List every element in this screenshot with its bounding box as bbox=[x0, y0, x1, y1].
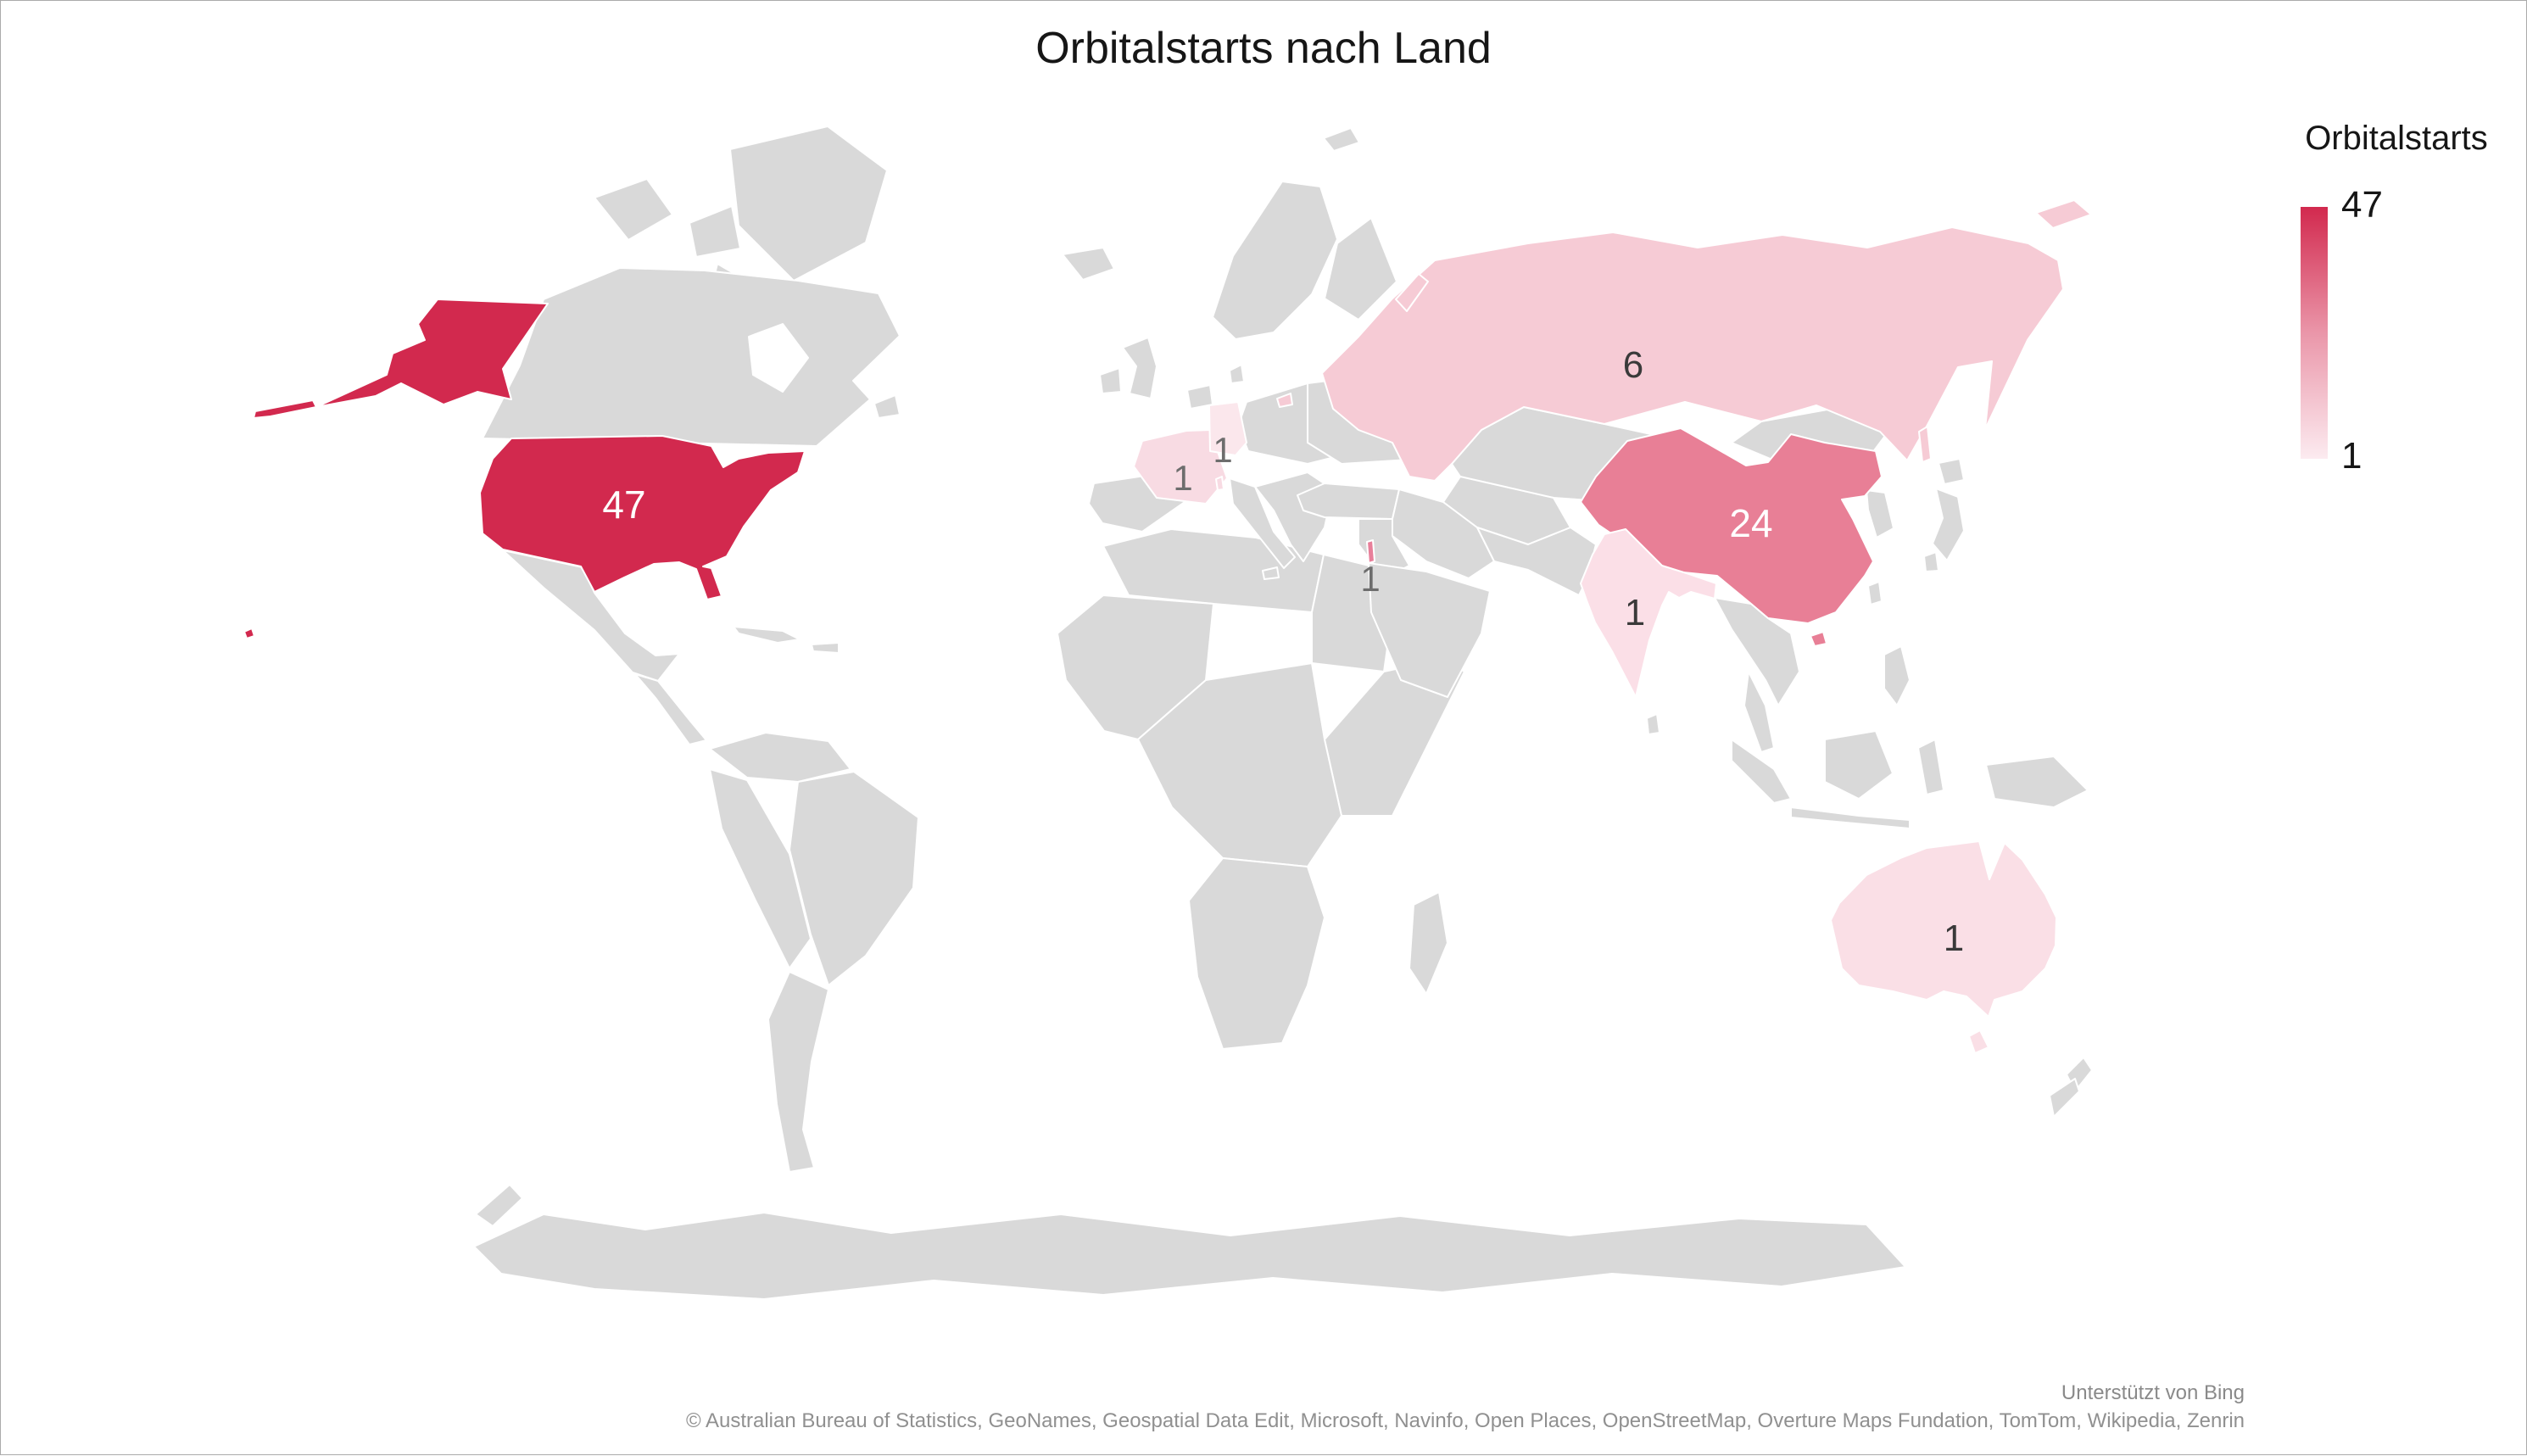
country-germany[interactable] bbox=[1208, 401, 1247, 456]
landmass-argentina-chile bbox=[767, 971, 829, 1173]
landmass-iceland bbox=[1062, 247, 1115, 281]
country-israel[interactable] bbox=[1366, 539, 1375, 564]
landmass-arabian-peninsula bbox=[1368, 562, 1491, 698]
label-israel: 1 bbox=[1360, 559, 1380, 599]
country-russia-sakhalin[interactable] bbox=[1918, 426, 1932, 463]
country-russia-kaliningrad[interactable] bbox=[1276, 393, 1293, 408]
landmass-southern-africa bbox=[1188, 857, 1325, 1050]
landmass-taiwan bbox=[1867, 581, 1883, 605]
landmass-finland bbox=[1324, 217, 1397, 321]
landmass-madagascar bbox=[1409, 891, 1448, 995]
water-overlay bbox=[748, 323, 809, 393]
landmass-philippines bbox=[1883, 645, 1911, 706]
landmass-sumatra bbox=[1731, 739, 1792, 804]
landmass-iraq-syria bbox=[1358, 518, 1410, 579]
country-russia[interactable] bbox=[1321, 226, 2064, 482]
landmass-java bbox=[1790, 806, 1911, 829]
label-russia: 6 bbox=[1623, 344, 1643, 386]
landmass-sri-lanka bbox=[1646, 713, 1660, 735]
label-france: 1 bbox=[1173, 458, 1192, 498]
landmass-sicily bbox=[1262, 566, 1280, 580]
country-value-labels: 47 24 6 1 1 1 1 1 bbox=[602, 344, 1964, 959]
landmass-south-america-west bbox=[709, 768, 812, 969]
landmass-new-guinea bbox=[1985, 756, 2089, 808]
landmass-sulawesi bbox=[1917, 739, 1944, 795]
landmass-newfoundland bbox=[873, 394, 901, 419]
country-usa-aleutians[interactable] bbox=[253, 399, 317, 419]
legend: Orbitalstarts 47 1 bbox=[2282, 120, 2511, 501]
legend-gradient-bar bbox=[2301, 207, 2328, 459]
landmass-brazil bbox=[789, 771, 919, 986]
label-usa: 47 bbox=[602, 483, 645, 527]
landmass-italy bbox=[1229, 477, 1296, 569]
landmass-greenland bbox=[729, 126, 888, 282]
landmass-scandinavia bbox=[1212, 181, 1338, 340]
landmass-antarctica bbox=[473, 1212, 1906, 1300]
legend-max-value: 47 bbox=[2341, 184, 2383, 226]
landmass-malay-peninsula bbox=[1743, 671, 1775, 753]
landmass-svalbard bbox=[1323, 127, 1360, 152]
label-india: 1 bbox=[1625, 592, 1645, 633]
landmass-afghanistan-pakistan bbox=[1476, 527, 1597, 596]
legend-title: Orbitalstarts bbox=[2305, 120, 2488, 157]
landmass-japan-kyushu bbox=[1923, 551, 1939, 572]
landmass-canada bbox=[482, 267, 901, 447]
landmass-antarctic-peninsula bbox=[475, 1184, 523, 1227]
landmass-japan-honshu bbox=[1932, 488, 1965, 561]
base-land-layer bbox=[473, 126, 2093, 1300]
label-china: 24 bbox=[1729, 501, 1772, 545]
country-france-corsica[interactable] bbox=[1215, 476, 1224, 491]
country-usa-mainland[interactable] bbox=[479, 435, 806, 600]
label-australia: 1 bbox=[1944, 918, 1964, 959]
highlighted-countries bbox=[243, 199, 2092, 1054]
landmass-korea bbox=[1866, 489, 1894, 538]
landmass-central-africa bbox=[1137, 662, 1342, 867]
landmass-turkey bbox=[1297, 483, 1400, 520]
landmass-central-america bbox=[634, 673, 707, 745]
hudson-bay bbox=[748, 323, 809, 393]
landmass-cuba bbox=[733, 626, 800, 644]
country-australia[interactable] bbox=[1830, 840, 2057, 1018]
landmass-new-zealand-south bbox=[2049, 1078, 2080, 1118]
landmass-borneo bbox=[1824, 730, 1894, 800]
country-russia-novaya-zemlya[interactable] bbox=[1395, 273, 1429, 312]
country-usa-hawaii[interactable] bbox=[243, 628, 255, 639]
country-china[interactable] bbox=[1580, 427, 1883, 624]
landmass-arctic-island-1 bbox=[594, 178, 673, 241]
country-russia-chukotka[interactable] bbox=[2035, 199, 2092, 229]
legend-min-value: 1 bbox=[2341, 435, 2362, 477]
country-australia-tasmania[interactable] bbox=[1968, 1029, 1989, 1054]
landmass-united-kingdom bbox=[1122, 337, 1158, 399]
country-china-hainan[interactable] bbox=[1810, 631, 1827, 647]
bing-credit: Unterstützt von Bing bbox=[2061, 1381, 2245, 1404]
landmass-south-america-north bbox=[709, 732, 851, 783]
chart-title: Orbitalstarts nach Land bbox=[1035, 24, 1492, 73]
copyright-attribution: © Australian Bureau of Statistics, GeoNa… bbox=[685, 1409, 2245, 1432]
landmass-hispaniola bbox=[811, 642, 840, 654]
country-india[interactable] bbox=[1580, 528, 1717, 698]
map-attribution: Unterstützt von Bing © Australian Bureau… bbox=[686, 1380, 2245, 1436]
landmass-arctic-island-2 bbox=[689, 205, 741, 258]
landmass-ireland bbox=[1099, 367, 1122, 394]
country-france[interactable] bbox=[1133, 429, 1228, 505]
country-usa-alaska[interactable] bbox=[315, 298, 549, 408]
landmass-denmark bbox=[1229, 364, 1245, 384]
landmass-japan-hokkaido bbox=[1938, 458, 1965, 485]
label-germany: 1 bbox=[1213, 430, 1232, 470]
